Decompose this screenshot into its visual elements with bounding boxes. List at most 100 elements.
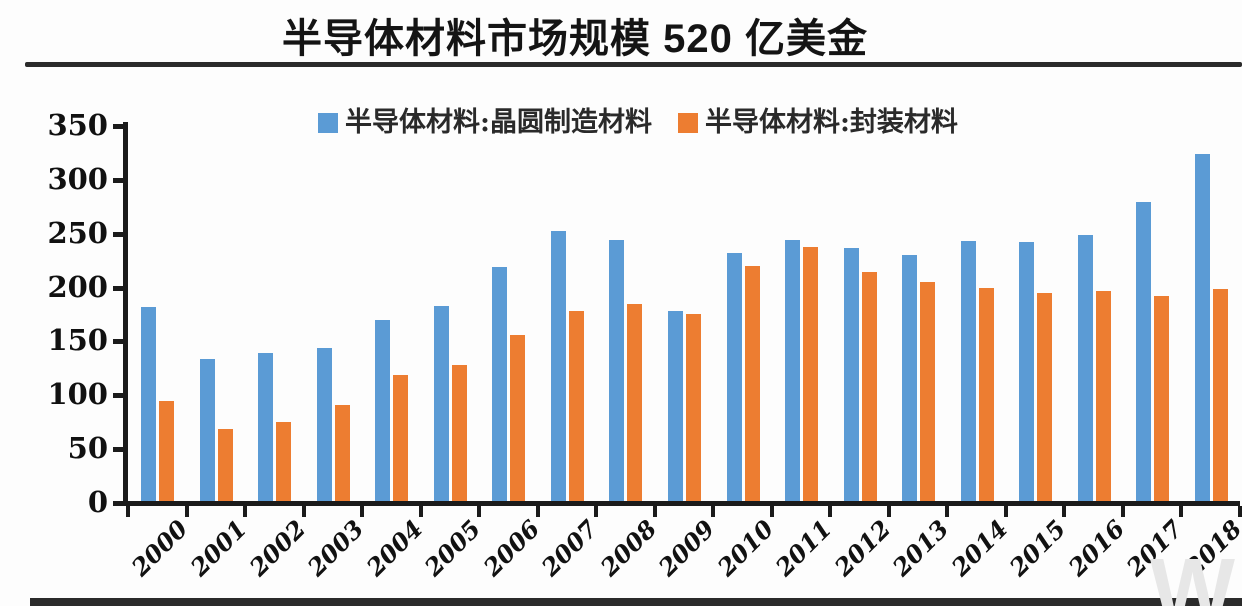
bar-wafer-2007 <box>550 230 566 501</box>
x-tick <box>184 506 189 517</box>
x-axis-line <box>123 501 1240 506</box>
bar-packaging-2007 <box>568 311 584 501</box>
bar-wafer-2013 <box>902 255 918 501</box>
x-tick-label: 2002 <box>243 514 311 582</box>
x-tick <box>1062 506 1067 517</box>
bar-wafer-2018 <box>1194 154 1210 501</box>
bar-packaging-2018 <box>1212 288 1228 501</box>
bar-packaging-2009 <box>686 313 701 501</box>
x-tick-label: 2004 <box>360 514 428 582</box>
bar-wafer-2015 <box>1019 242 1035 501</box>
x-tick-label: 2016 <box>1062 514 1131 582</box>
chart-title: 半导体材料市场规模 520 亿美金 <box>282 17 868 61</box>
bar-packaging-2010 <box>744 266 760 501</box>
x-tick <box>243 506 248 517</box>
x-tick-label: 2007 <box>535 514 604 582</box>
title-separator-line <box>25 62 1242 67</box>
legend: 半导体材料:晶圆制造材料 半导体材料:封装材料 <box>318 108 958 138</box>
y-tick <box>113 124 124 129</box>
x-tick <box>360 506 365 517</box>
bar-packaging-2002 <box>276 422 292 501</box>
x-tick-label: 2013 <box>886 514 955 582</box>
x-tick <box>886 506 891 517</box>
legend-item-packaging-materials: 半导体材料:封装材料 <box>677 107 958 138</box>
y-tick-label: 300 <box>47 161 108 196</box>
bar-packaging-2001 <box>217 428 233 501</box>
bar-wafer-2006 <box>492 267 508 501</box>
bar-wafer-2004 <box>375 320 391 501</box>
bar-wafer-2003 <box>316 348 332 501</box>
x-tick <box>652 506 657 517</box>
x-tick-label: 2011 <box>769 514 838 582</box>
x-tick <box>535 506 540 517</box>
watermark: W <box>1150 541 1235 606</box>
y-tick-label: 50 <box>67 431 108 466</box>
bar-packaging-2008 <box>627 303 643 501</box>
bar-packaging-2005 <box>451 365 467 501</box>
bar-wafer-2002 <box>258 353 274 501</box>
bar-packaging-2004 <box>393 374 409 501</box>
legend-label-packaging-materials: 半导体材料:封装材料 <box>704 107 958 138</box>
x-tick <box>945 506 950 517</box>
y-tick-label: 0 <box>87 485 108 519</box>
x-tick-label: 2008 <box>594 514 662 582</box>
y-tick <box>113 501 124 506</box>
bar-wafer-2008 <box>609 240 625 501</box>
bar-wafer-2005 <box>433 306 449 501</box>
x-tick <box>1238 506 1242 517</box>
legend-swatch-blue <box>318 113 338 133</box>
y-tick <box>113 393 124 399</box>
y-tick <box>113 231 124 237</box>
bar-wafer-2010 <box>726 253 742 501</box>
bar-wafer-2016 <box>1077 234 1093 501</box>
x-tick <box>711 506 716 517</box>
y-tick-label: 250 <box>47 215 108 250</box>
x-tick <box>1179 506 1184 517</box>
y-tick-label: 150 <box>47 323 108 358</box>
y-axis-line <box>123 122 128 506</box>
bar-packaging-2000 <box>159 400 175 501</box>
x-tick-label: 2000 <box>126 514 194 582</box>
y-tick-label: 200 <box>47 269 108 304</box>
x-tick <box>828 506 833 517</box>
x-tick <box>1120 506 1125 517</box>
legend-swatch-orange <box>677 113 698 133</box>
y-tick <box>113 285 124 291</box>
bottom-separator-line <box>30 598 1242 606</box>
bar-wafer-2009 <box>668 311 683 501</box>
bar-wafer-2017 <box>1136 201 1152 501</box>
bar-packaging-2011 <box>803 246 819 501</box>
bar-packaging-2012 <box>861 271 877 501</box>
legend-item-wafer-materials: 半导体材料:晶圆制造材料 <box>318 108 652 138</box>
y-tick <box>113 339 124 345</box>
x-tick-label: 2005 <box>418 514 487 582</box>
x-tick <box>594 506 599 517</box>
x-tick-label: 2012 <box>828 514 897 582</box>
y-tick <box>113 447 124 453</box>
bar-wafer-2001 <box>199 358 215 501</box>
x-tick-label: 2009 <box>652 514 721 582</box>
bar-packaging-2016 <box>1095 290 1111 501</box>
bar-packaging-2013 <box>920 282 936 501</box>
bar-packaging-2017 <box>1154 296 1170 501</box>
x-tick-label: 2001 <box>184 514 253 582</box>
x-tick <box>1003 506 1008 517</box>
bar-wafer-2000 <box>141 307 157 501</box>
x-tick <box>126 506 130 517</box>
x-tick <box>477 506 482 517</box>
legend-label-wafer-materials: 半导体材料:晶圆制造材料 <box>345 107 652 138</box>
y-tick-label: 350 <box>47 108 108 142</box>
x-tick <box>418 506 423 517</box>
bar-packaging-2015 <box>1037 293 1053 501</box>
x-tick <box>769 506 774 517</box>
bar-packaging-2003 <box>334 405 350 501</box>
x-tick-label: 2006 <box>477 514 545 582</box>
bar-packaging-2006 <box>510 335 526 501</box>
y-tick-label: 100 <box>47 377 108 412</box>
x-tick <box>301 506 306 517</box>
bar-wafer-2014 <box>960 241 976 501</box>
bar-packaging-2014 <box>978 287 994 501</box>
x-tick-label: 2003 <box>301 514 370 582</box>
bar-wafer-2012 <box>843 247 859 501</box>
